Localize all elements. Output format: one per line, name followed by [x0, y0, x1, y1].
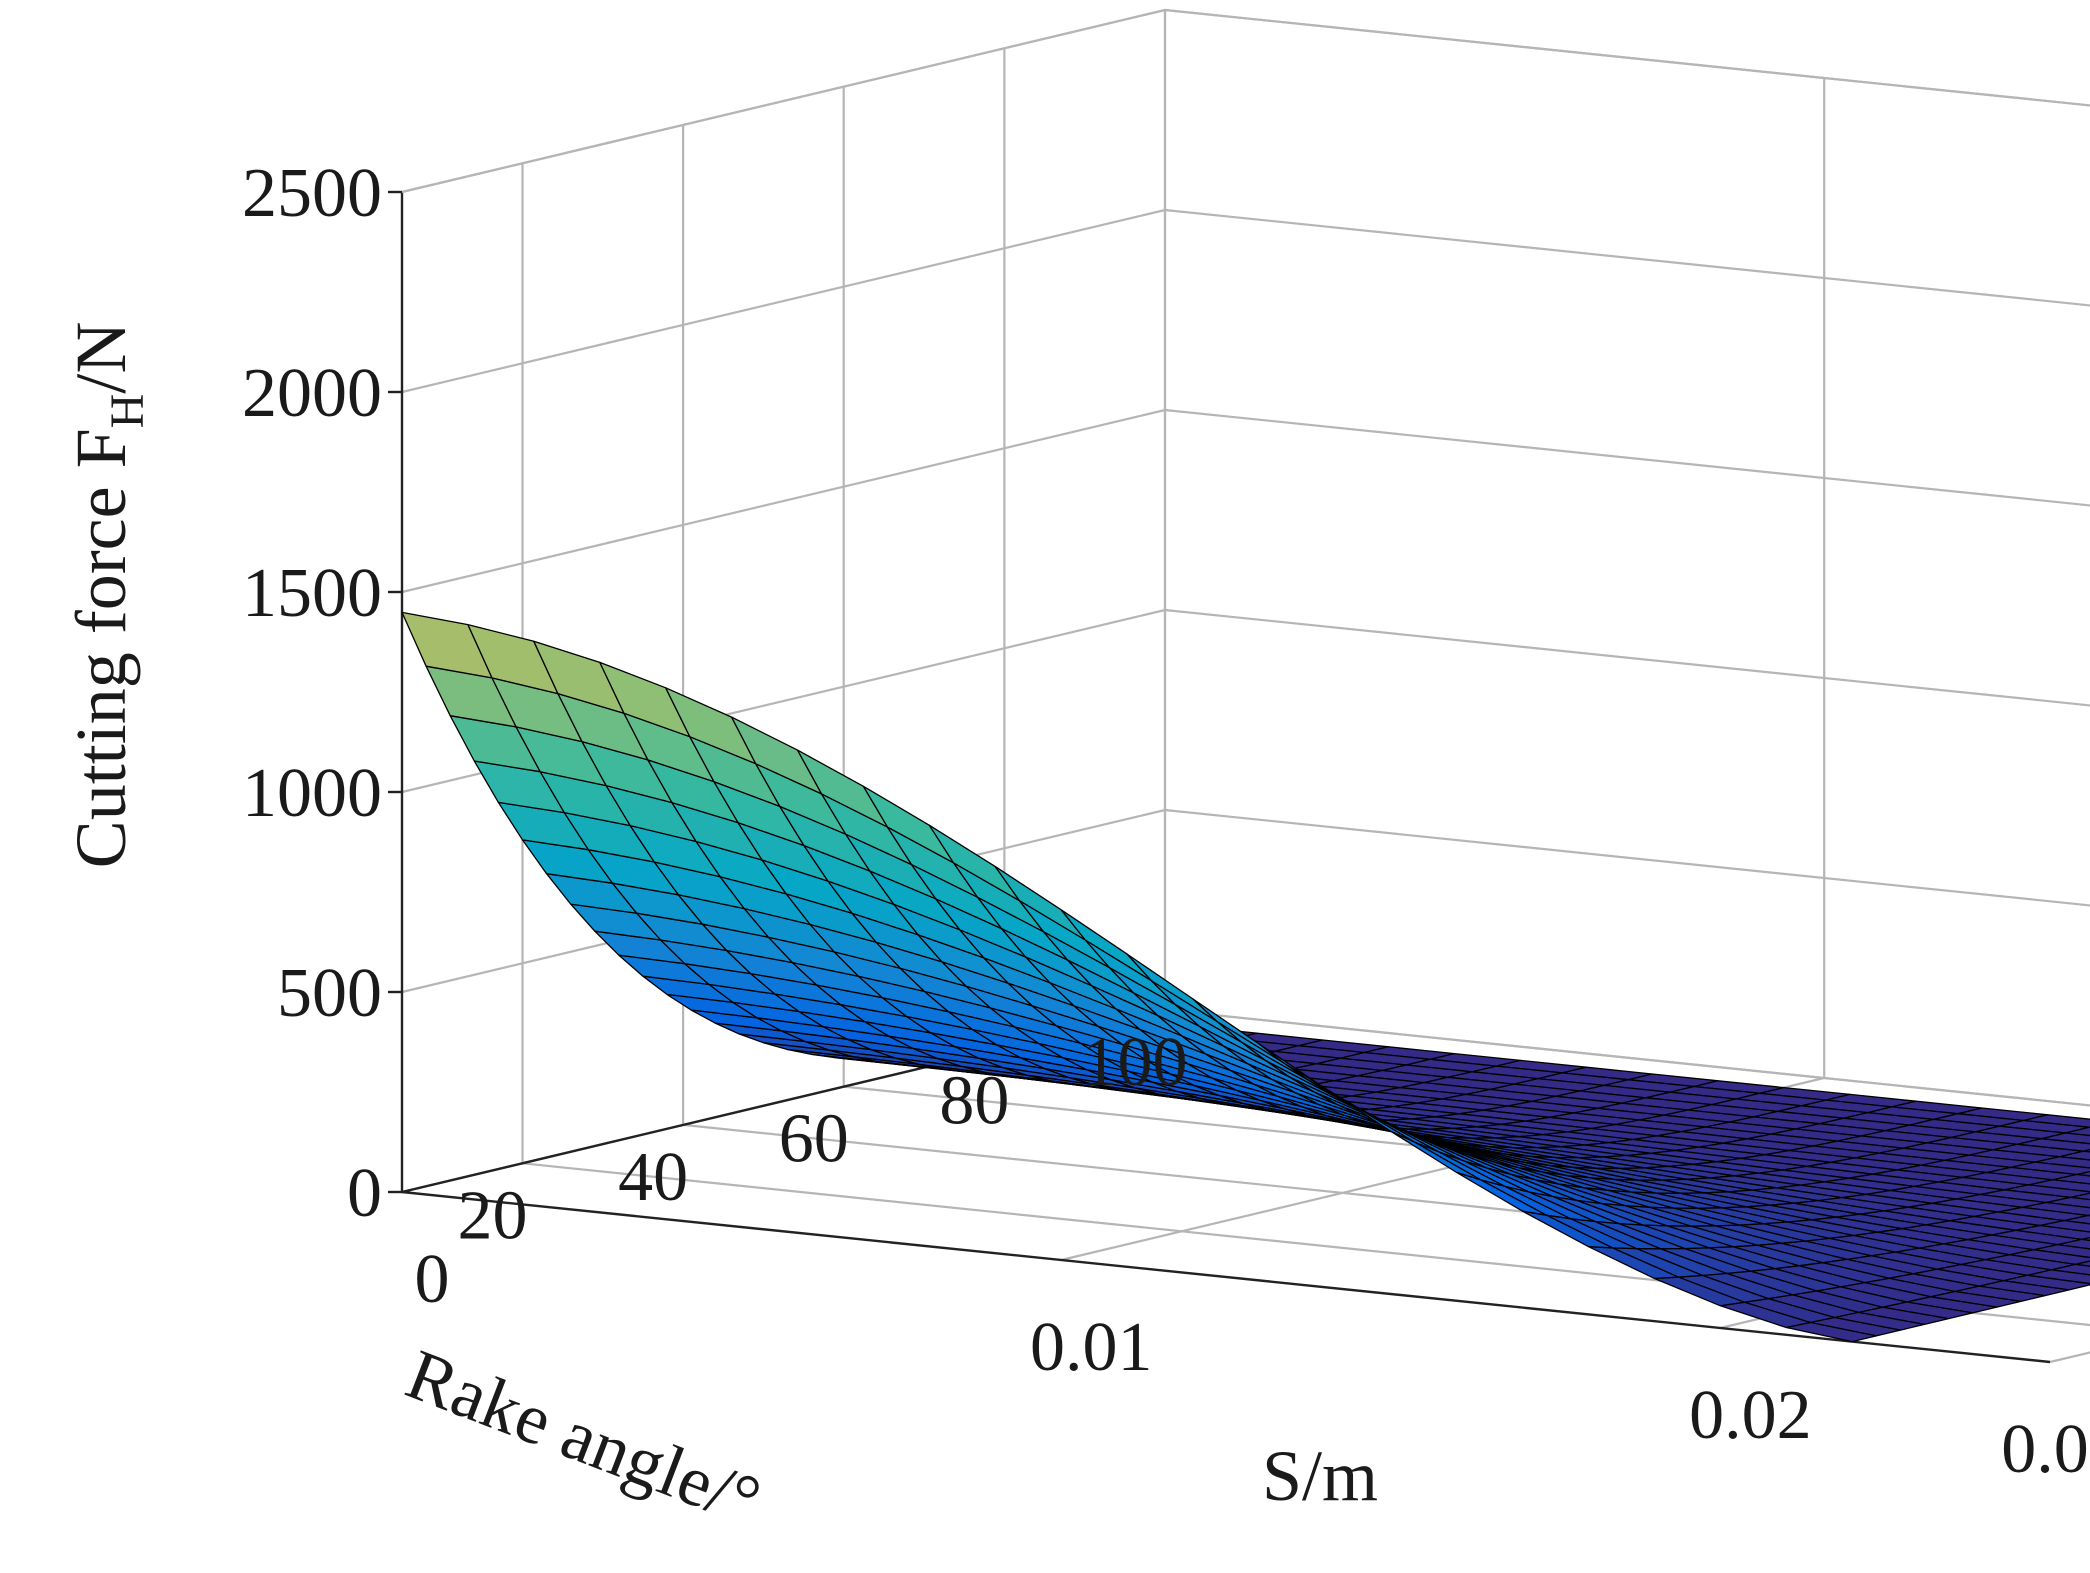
surface-patch — [2074, 1260, 2090, 1267]
surface-patch — [2050, 1263, 2090, 1276]
z-tick-label: 2500 — [242, 155, 382, 232]
axis-frame-back — [401, 8, 2090, 194]
z-tick-label: 500 — [277, 955, 382, 1032]
x-tick-label: 0 — [415, 1241, 450, 1318]
surface-patch — [1785, 1321, 1877, 1343]
z-gridline — [401, 8, 2090, 194]
y-tick-label: 20 — [457, 1177, 527, 1254]
y-tick-label: 80 — [939, 1062, 1009, 1139]
ticks-layer: 050010001500200025001008060402000.010.02… — [242, 155, 2090, 1488]
y-axis-label: Rake angle/° — [396, 1334, 771, 1542]
z-axis-label-tail: /N — [61, 322, 141, 394]
surface-patch — [2058, 1150, 2090, 1161]
x-tick-label: 0.02 — [1689, 1377, 1812, 1454]
z-axis-label: Cutting force FH/N — [61, 322, 154, 869]
z-axis-label-sub: H — [101, 394, 154, 429]
surface-layer — [401, 611, 2090, 1343]
surface-patch — [2052, 1173, 2090, 1185]
x-axis-label: S/m — [1262, 1436, 1378, 1516]
y-gridline — [1163, 10, 2090, 1107]
surface-patch — [2045, 1196, 2090, 1209]
y-tick-label: 60 — [779, 1101, 849, 1178]
x-gridline — [1060, 78, 1826, 1262]
z-gridline — [401, 408, 2090, 594]
z-tick-label: 2000 — [242, 355, 382, 432]
surface-patch — [2063, 1214, 2090, 1225]
x-tick-label: 0.01 — [1030, 1309, 1153, 1386]
z-tick-label: 1500 — [242, 555, 382, 632]
z-axis-label-main: Cutting force F — [61, 428, 141, 868]
y-tick-label: 40 — [618, 1139, 688, 1216]
z-tick-label: 1000 — [242, 755, 382, 832]
surface-patch — [2057, 1238, 2090, 1250]
z-gridline — [401, 208, 2090, 394]
x-tick-label: 0.025 — [2001, 1411, 2090, 1488]
z-tick-label: 0 — [347, 1155, 382, 1232]
y-tick-label: 100 — [1083, 1024, 1188, 1101]
surface-patch — [2069, 1192, 2090, 1201]
